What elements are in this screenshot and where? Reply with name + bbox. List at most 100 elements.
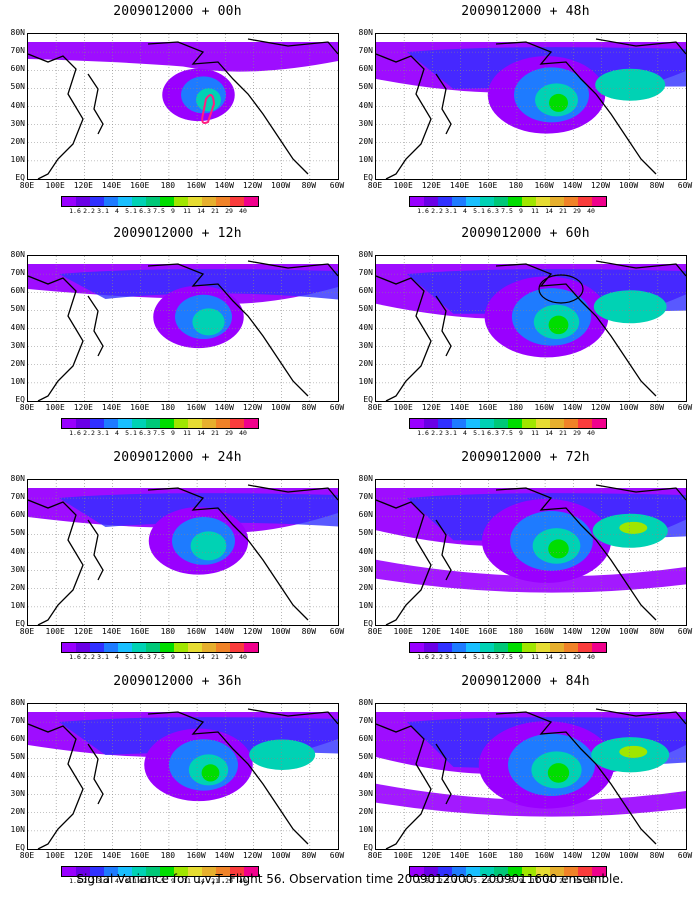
lon-label: 80E [19,851,35,860]
lon-label: 160W [186,403,206,412]
lat-label: 20N [10,582,25,592]
lon-label: 120E [73,627,93,636]
lon-label: 80E [19,403,35,412]
colorbar-label: 14 [197,207,205,215]
lon-label: 80W [301,403,317,412]
colorbar-swatch [466,643,480,652]
panel-title: 2009012000 + 36h [5,674,350,689]
colorbar-swatch [104,643,118,652]
colorbar-swatch [438,643,452,652]
lon-label: 120W [590,851,611,860]
colorbar-swatch [466,867,480,876]
colorbar-label: 11 [183,653,191,661]
lat-label: 10N [10,600,25,610]
colorbar-label: 6.3 [139,877,151,885]
lon-label: 180 [160,181,176,190]
colorbar-swatch [202,643,216,652]
lon-label: 120E [73,851,93,860]
colorbar-swatch [132,643,146,652]
map-field [376,256,686,401]
colorbar-label: 21 [211,207,219,215]
colorbar-label: 1.6 [69,429,81,437]
lat-label: 30N [358,118,373,128]
lat-label: 60N [10,510,25,520]
lon-label: 140W [214,627,234,636]
title-separator: + [193,450,218,465]
colorbar-swatch [480,867,494,876]
colorbar-label: 11 [531,429,539,437]
colorbar-label: 4 [115,653,119,661]
lat-label: 80N [10,28,25,37]
lon-label: 160E [478,627,498,636]
base-date: 2009012000 [461,450,542,465]
lon-label: 140E [101,403,122,412]
colorbar-label: 4 [463,877,467,885]
lat-label: EQ [363,395,373,404]
base-date: 2009012000 [461,4,542,19]
lon-label: 80W [301,627,317,636]
colorbar-label: 29 [225,877,233,885]
colorbar-label: 1.6 [417,429,429,437]
lat-label: 70N [10,716,25,726]
panel-title: 2009012000 + 12h [5,226,350,241]
lon-label: 160W [534,851,554,860]
colorbar-label: 29 [573,653,581,661]
lon-label: 140E [101,181,122,190]
colorbar-swatch [536,197,550,206]
colorbar-swatch [230,419,244,428]
lon-label: 80W [301,181,317,190]
colorbar-label: 7.5 [501,429,513,437]
lon-label: 160W [534,181,554,190]
colorbar-label: 14 [197,877,205,885]
colorbar-label: 6.3 [487,653,499,661]
lon-label: 60W [329,851,345,860]
colorbar-swatch [188,867,202,876]
lon-label: 140E [101,627,122,636]
lat-label: EQ [15,173,25,182]
lat-label: EQ [363,843,373,852]
colorbar-swatch [410,197,424,206]
lat-label: EQ [15,395,25,404]
colorbar-label: 11 [183,877,191,885]
colorbar-label: 3.1 [97,877,109,885]
lon-label: 100E [393,403,413,412]
colorbar-label: 4 [463,207,467,215]
colorbar-label: 21 [559,207,567,215]
colorbar-swatch [424,643,438,652]
map-panel: 2009012000 + 00h 80N 70N 60N 50N 40N 30N 20N 10N… [5,0,350,215]
lon-label: 160E [130,851,150,860]
lat-label: 60N [10,734,25,744]
colorbar-swatch [508,197,522,206]
lead-time: 48h [565,4,590,19]
lead-time: 60h [565,226,590,241]
lat-label: 80N [10,698,25,707]
colorbar-label: 5.1 [125,207,137,215]
lon-label: 140W [562,627,582,636]
colorbar-label: 21 [559,653,567,661]
colorbar-label: 40 [587,877,595,885]
lat-label: 70N [10,46,25,56]
map-frame [27,703,339,850]
map-panel: 2009012000 + 72h 80N 70N 60N 50N 40N 30N 20N 10N… [353,446,698,661]
lon-label: 100E [393,627,413,636]
colorbar-swatch [76,197,90,206]
lon-label: 80E [367,181,383,190]
lat-label: EQ [363,619,373,628]
colorbar-label: 5.1 [473,653,485,661]
colorbar-swatch [452,643,466,652]
lon-label: 80E [19,181,35,190]
colorbar-swatch [522,643,536,652]
colorbar-label: 5.1 [473,207,485,215]
title-separator: + [193,674,218,689]
lat-label: 40N [358,546,373,556]
lon-label: 100W [618,181,639,190]
colorbar-swatch [62,419,76,428]
lat-label: 50N [10,304,25,314]
lat-label: 80N [358,698,373,707]
map-panel: 2009012000 + 24h 80N 70N 60N 50N 40N 30N 20N 10N… [5,446,350,661]
colorbar-swatch [216,867,230,876]
colorbar-swatch [592,197,606,206]
panel-title: 2009012000 + 84h [353,674,698,689]
lon-label: 120E [73,403,93,412]
colorbar-label: 40 [239,877,247,885]
